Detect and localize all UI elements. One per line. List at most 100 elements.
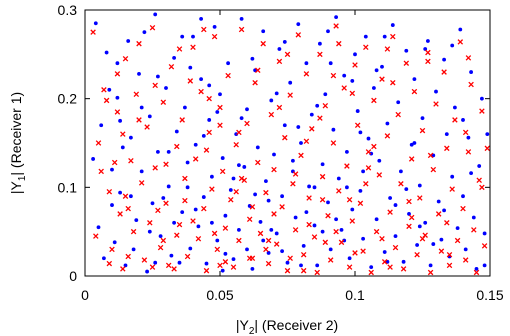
blue-dot-point bbox=[455, 226, 460, 231]
blue-dot-point bbox=[172, 55, 177, 60]
red-x-point bbox=[363, 181, 369, 187]
blue-dot-point bbox=[282, 40, 287, 44]
red-x-point bbox=[379, 76, 385, 82]
red-x-point bbox=[122, 193, 129, 199]
red-x-point bbox=[303, 138, 310, 144]
blue-dot-point bbox=[196, 224, 201, 229]
red-x-point bbox=[114, 71, 121, 77]
red-x-point bbox=[390, 33, 396, 40]
red-x-point bbox=[106, 189, 113, 195]
blue-dot-point bbox=[463, 247, 468, 252]
red-x-point bbox=[479, 184, 485, 191]
red-x-point bbox=[344, 163, 350, 169]
red-x-point bbox=[111, 159, 118, 166]
blue-dot-point bbox=[210, 174, 214, 179]
red-x-point bbox=[311, 234, 318, 240]
blue-dot-point bbox=[193, 207, 198, 212]
red-x-point bbox=[101, 87, 107, 93]
blue-dot-point bbox=[477, 164, 482, 168]
red-x-point bbox=[398, 181, 404, 187]
red-x-point bbox=[130, 228, 137, 235]
blue-dot-point bbox=[180, 34, 185, 39]
blue-dot-point bbox=[99, 123, 104, 128]
red-x-point bbox=[265, 260, 272, 267]
red-x-point bbox=[246, 216, 253, 223]
blue-dot-point bbox=[336, 176, 341, 181]
blue-dot-point bbox=[431, 242, 436, 246]
red-x-point bbox=[319, 196, 326, 203]
blue-dot-point bbox=[328, 247, 333, 252]
red-x-point bbox=[300, 267, 307, 274]
red-x-point bbox=[379, 236, 385, 242]
red-x-point bbox=[387, 264, 393, 270]
blue-dot-point bbox=[439, 237, 444, 242]
blue-dot-point bbox=[156, 149, 160, 154]
red-x-point bbox=[284, 51, 291, 58]
blue-dot-point bbox=[129, 135, 133, 140]
red-x-point bbox=[201, 205, 207, 212]
red-x-point bbox=[176, 46, 183, 52]
red-x-point bbox=[354, 122, 361, 129]
red-x-point bbox=[149, 264, 156, 270]
plot-frame bbox=[84, 9, 491, 277]
red-x-point bbox=[222, 259, 229, 265]
blue-dot-point bbox=[374, 68, 379, 73]
red-x-point bbox=[109, 246, 115, 253]
red-x-point bbox=[284, 267, 291, 274]
red-x-point bbox=[330, 72, 337, 79]
blue-dot-point bbox=[347, 256, 352, 261]
blue-dot-point bbox=[126, 39, 131, 43]
blue-dot-point bbox=[299, 141, 303, 145]
blue-dot-point bbox=[423, 220, 428, 225]
blue-dot-point bbox=[293, 215, 298, 220]
red-x-point bbox=[138, 180, 145, 186]
blue-dot-point bbox=[280, 249, 284, 254]
red-x-point bbox=[249, 204, 256, 210]
blue-dot-point bbox=[339, 227, 344, 232]
blue-dot-point bbox=[426, 39, 430, 43]
red-x-point bbox=[133, 91, 140, 97]
red-x-point bbox=[268, 111, 275, 118]
red-x-point bbox=[198, 88, 204, 95]
blue-dot-point bbox=[147, 114, 152, 119]
blue-dot-point bbox=[134, 218, 139, 223]
x-axis-label: |Y2| (Receiver 2) bbox=[236, 317, 338, 336]
blue-dot-point bbox=[417, 183, 422, 188]
blue-dot-point bbox=[191, 34, 195, 39]
red-x-point bbox=[363, 44, 369, 50]
red-x-point bbox=[273, 241, 280, 247]
red-x-point bbox=[144, 124, 150, 130]
red-x-point bbox=[295, 32, 302, 38]
red-x-point bbox=[233, 189, 239, 195]
red-x-point bbox=[371, 143, 377, 150]
red-x-point bbox=[287, 92, 293, 98]
blue-dot-point bbox=[280, 194, 284, 199]
red-x-point bbox=[230, 264, 237, 270]
blue-dot-point bbox=[334, 15, 338, 19]
blue-dot-point bbox=[420, 116, 425, 121]
red-x-point bbox=[279, 204, 285, 210]
blue-dot-point bbox=[404, 48, 409, 53]
red-x-point bbox=[241, 177, 248, 183]
red-x-point bbox=[236, 237, 242, 244]
red-x-point bbox=[106, 260, 113, 267]
blue-dot-point bbox=[223, 213, 228, 218]
blue-dot-point bbox=[304, 61, 309, 66]
blue-dot-point bbox=[201, 134, 206, 138]
red-x-point bbox=[160, 237, 167, 244]
blue-dot-point bbox=[328, 61, 333, 66]
blue-dot-point bbox=[188, 65, 193, 70]
blue-dot-point bbox=[404, 187, 409, 192]
blue-dot-point bbox=[183, 105, 187, 110]
red-x-point bbox=[471, 227, 477, 233]
red-x-point bbox=[174, 143, 180, 150]
red-x-point bbox=[465, 55, 472, 61]
blue-dot-point bbox=[334, 217, 338, 222]
blue-dot-point bbox=[363, 34, 368, 39]
blue-dot-point bbox=[301, 243, 306, 248]
blue-dot-point bbox=[142, 30, 147, 35]
red-x-point bbox=[192, 156, 199, 162]
blue-dot-point bbox=[118, 118, 122, 123]
blue-dot-point bbox=[234, 132, 239, 137]
red-x-point bbox=[336, 188, 342, 194]
